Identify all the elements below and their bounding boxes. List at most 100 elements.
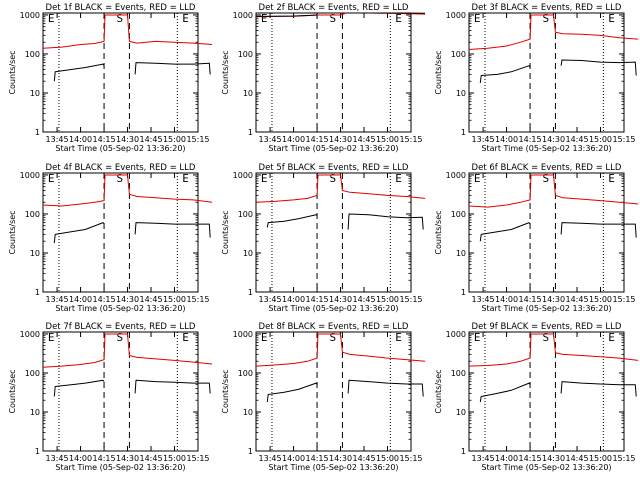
plot-frame [255,331,412,452]
series-line-lld [468,14,639,50]
x-tick-label: 15:15 [612,454,635,463]
y-tick-label: 1000 [233,11,253,20]
y-tick-label: 1000 [446,330,466,339]
x-tick-label: 14:30 [116,454,139,463]
x-tick-label: 13:45 [259,295,282,304]
x-tick-label: 15:15 [186,454,209,463]
plot-frame [255,12,412,133]
x-tick-label: 14:45 [139,295,162,304]
chart-panel-1: Det 1f BLACK = Events, RED = LLD 1 10 100 10… [8,3,213,153]
series-line-events [479,222,637,242]
y-axis-label: Counts/sec [221,210,230,254]
x-tick-label: 14:00 [495,295,518,304]
x-tick-label: 14:30 [329,135,352,144]
x-tick-label: 14:30 [329,295,352,304]
y-axis-label: Counts/sec [221,369,230,413]
x-axis-label: Start Time (05-Sep-02 13:36:20) [481,144,611,153]
y-tick-label: 1 [461,288,466,297]
event-marker-label: E [395,331,402,344]
chart-title: Det 2f BLACK = Events, RED = LLD [259,3,409,13]
x-tick-label: 15:15 [399,295,422,304]
x-tick-label: 14:15 [519,454,542,463]
x-tick-label: 14:45 [565,454,588,463]
x-tick-label: 14:45 [139,454,162,463]
y-tick-label: 1 [248,288,253,297]
y-tick-label: 1 [461,128,466,137]
event-marker-label: E [261,172,268,185]
y-axis-label: Counts/sec [434,50,443,94]
y-axis-label: Counts/sec [8,210,17,254]
x-tick-label: 14:15 [519,135,542,144]
chart-panel-7: Det 7f BLACK = Events, RED = LLD 1 10 100 10… [8,322,213,472]
x-tick-label: 15:15 [399,135,422,144]
x-axis-label: Start Time (05-Sep-02 13:36:20) [268,144,398,153]
x-tick-label: 14:15 [93,295,116,304]
event-marker-label: E [261,12,268,25]
event-marker-label: E [48,331,55,344]
plot-frame [255,172,412,293]
plot-frame [42,172,199,293]
series-line-events [479,381,637,403]
y-axis-label: Counts/sec [434,369,443,413]
x-tick-label: 14:30 [542,295,565,304]
event-marker-label: S [116,172,123,185]
plot-frame [42,12,199,133]
series-line-events [266,213,424,230]
x-axis-label: Start Time (05-Sep-02 13:36:20) [55,304,185,313]
y-axis-label: Counts/sec [434,210,443,254]
chart-panel-6: Det 6f BLACK = Events, RED = LLD 1 10 100 10… [434,163,639,313]
plot-frame [468,172,625,293]
chart-title: Det 6f BLACK = Events, RED = LLD [472,163,622,173]
x-tick-label: 14:30 [542,135,565,144]
y-tick-label: 10 [30,408,40,417]
chart-panel-3: Det 3f BLACK = Events, RED = LLD 1 10 100 10… [434,3,639,153]
event-marker-label: E [261,331,268,344]
x-tick-label: 15:00 [376,135,399,144]
event-marker-label: S [542,331,549,344]
x-tick-label: 13:45 [259,454,282,463]
chart-panel-2: Det 2f BLACK = Events, RED = LLD 1 10 100 10… [221,3,426,153]
x-tick-label: 14:30 [542,454,565,463]
x-tick-label: 14:30 [329,454,352,463]
event-marker-label: E [48,172,55,185]
event-marker-label: S [329,12,336,25]
x-tick-label: 14:45 [565,135,588,144]
y-tick-label: 10 [243,408,253,417]
y-tick-label: 10 [30,89,40,98]
event-marker-label: S [329,172,336,185]
x-tick-label: 14:15 [93,454,116,463]
y-tick-label: 1 [461,447,466,456]
x-tick-label: 13:45 [472,295,495,304]
event-marker-label: S [329,331,336,344]
chart-panel-4: Det 4f BLACK = Events, RED = LLD 1 10 100 10… [8,163,213,313]
series-line-lld [468,174,639,208]
x-tick-label: 15:15 [612,135,635,144]
series-line-lld [42,333,213,368]
y-tick-label: 1000 [233,330,253,339]
y-tick-label: 100 [25,50,40,59]
y-axis-label: Counts/sec [8,369,17,413]
y-tick-label: 100 [25,369,40,378]
y-tick-label: 100 [451,50,466,59]
x-tick-label: 13:45 [259,135,282,144]
x-tick-label: 14:00 [69,295,92,304]
event-marker-label: S [542,12,549,25]
x-axis-label: Start Time (05-Sep-02 13:36:20) [268,463,398,472]
y-axis-label: Counts/sec [221,50,230,94]
y-tick-label: 1000 [20,330,40,339]
x-axis-label: Start Time (05-Sep-02 13:36:20) [268,304,398,313]
x-tick-label: 14:00 [69,135,92,144]
x-tick-label: 14:15 [306,135,329,144]
y-tick-label: 10 [456,408,466,417]
x-axis-label: Start Time (05-Sep-02 13:36:20) [55,144,185,153]
x-tick-label: 14:15 [306,295,329,304]
chart-title: Det 7f BLACK = Events, RED = LLD [46,322,196,332]
y-tick-label: 10 [30,249,40,258]
event-marker-label: E [608,12,615,25]
series-line-events [53,379,211,397]
x-tick-label: 13:45 [46,454,69,463]
series-line-events [255,12,426,17]
chart-panel-5: Det 5f BLACK = Events, RED = LLD 1 10 100 10… [221,163,426,313]
x-tick-label: 14:45 [352,454,375,463]
y-tick-label: 1 [248,447,253,456]
